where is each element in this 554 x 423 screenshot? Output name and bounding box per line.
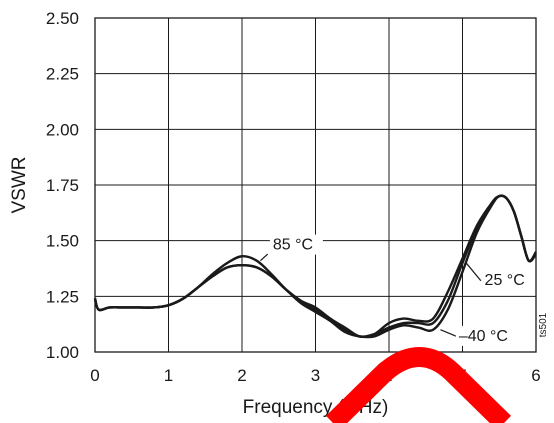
x-tick-label: 0 (90, 366, 99, 385)
y-tick-label: 2.25 (46, 65, 79, 84)
series-annotations: 85 °C 25 °C –40 °C (259, 234, 535, 346)
tick-labels: 0 1 2 3 4 5 61.001.251.501.752.002.252.50 (46, 9, 541, 385)
annotation-background (481, 270, 535, 291)
series-lines (93, 194, 538, 339)
x-tick-label: 6 (531, 366, 540, 385)
x-tick-label: 1 (164, 366, 173, 385)
annotation-background (269, 234, 323, 255)
plot-frame (94, 17, 537, 353)
y-tick-label: 1.50 (46, 232, 79, 251)
figure-id-label: ts501 (538, 312, 549, 337)
y-tick-label: 1.25 (46, 287, 79, 306)
y-tick-label: 1.00 (46, 343, 79, 362)
x-tick-label: 3 (311, 366, 320, 385)
grid-lines (94, 17, 537, 353)
red-arc-overlay (325, 347, 512, 423)
series-annotation-label: –40 °C (459, 328, 508, 345)
y-axis-title: VSWR (9, 157, 30, 214)
annotation-leader (440, 329, 457, 337)
series-annotation-label: 85 °C (273, 237, 313, 254)
series-annotation-label: 25 °C (485, 272, 525, 289)
annotation-leader (259, 253, 269, 262)
series-line (93, 194, 537, 339)
y-tick-label: 1.75 (46, 176, 79, 195)
y-tick-label: 2.00 (46, 120, 79, 139)
y-tick-label: 2.50 (46, 9, 79, 28)
annotation-background (455, 325, 518, 346)
x-tick-label: 2 (237, 366, 246, 385)
annotation-leader (465, 262, 482, 282)
